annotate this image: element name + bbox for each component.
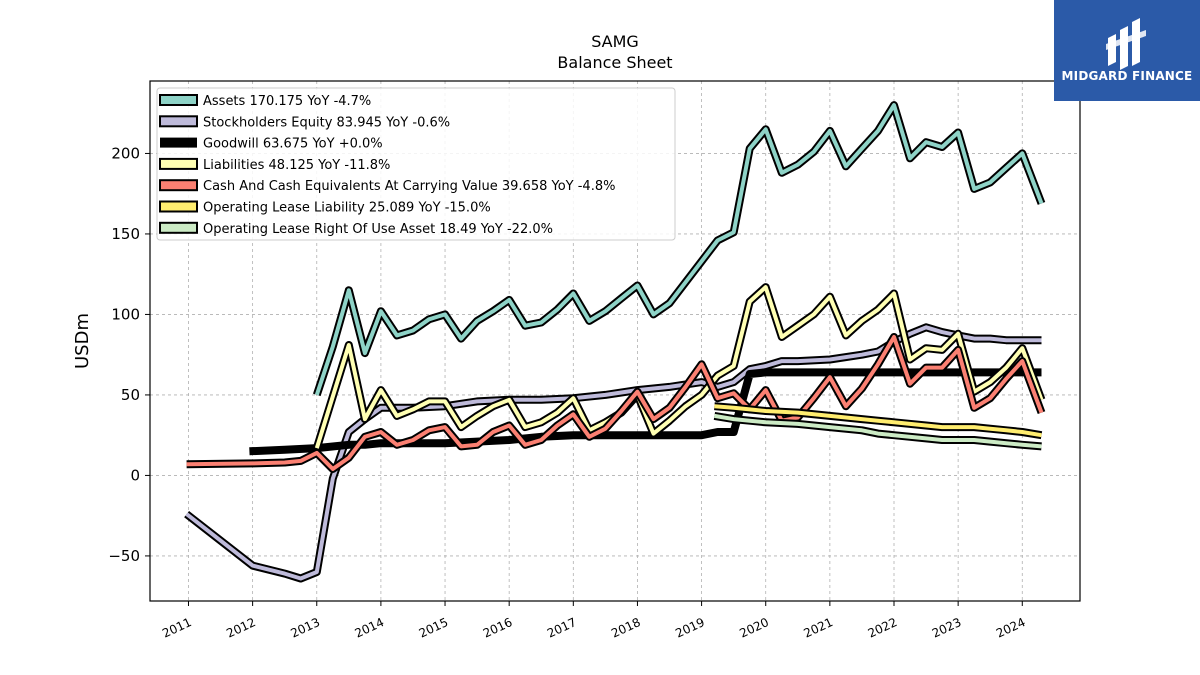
x-tick-label: 2011 [160,615,194,641]
legend-item: Goodwill 63.675 YoY +0.0% [160,137,383,152]
x-tick-label: 2021 [802,615,836,641]
x-tick-label: 2020 [737,615,771,641]
legend-swatch [159,221,198,234]
chart-titles: SAMG Balance Sheet [557,32,672,72]
series-operating-lease-liability [714,402,1043,440]
legend-swatch [159,157,198,170]
legend-box [156,87,676,241]
x-tick-label: 2024 [994,615,1028,641]
legend-label: Stockholders Equity 83.945 YoY -0.6% [203,115,450,130]
legend-item: Stockholders Equity 83.945 YoY -0.6% [159,115,450,130]
series-line [314,285,1044,449]
chart-title: SAMG [591,32,639,51]
legend-item: Assets 170.175 YoY -4.7% [159,94,371,109]
x-tick-label: 2012 [224,615,258,641]
legend-swatch [159,115,198,128]
midgard-logo-icon [1106,18,1146,70]
x-tick-label: 2017 [545,615,579,641]
series-line [714,413,1042,449]
y-tick-label: 0 [130,466,140,484]
series-liabilities [312,283,1046,450]
legend-item: Liabilities 48.125 YoY -11.8% [159,157,390,173]
y-tick-label: −50 [108,547,140,565]
y-tick-label: 200 [111,144,140,162]
plot-frame [149,80,1081,602]
x-tick-label: 2018 [609,615,643,641]
brand-logo: MIDGARD FINANCE [1054,0,1200,101]
legend-item: Operating Lease Liability 25.089 YoY -15… [159,200,491,216]
legend-label: Liabilities 48.125 YoY -11.8% [203,158,390,173]
series-line [314,103,1044,396]
chart-subtitle: Balance Sheet [557,53,672,72]
x-tick-label: 2015 [417,615,451,641]
legend-item: Cash And Cash Equivalents At Carrying Va… [159,179,615,194]
legend-label: Goodwill 63.675 YoY +0.0% [203,137,383,152]
legend: Assets 170.175 YoY -4.7% Stockholders Equ… [156,87,676,241]
series-lines [184,101,1046,583]
legend-swatch [159,200,198,213]
y-axis-label: USDm [72,313,93,369]
y-tick-label: 50 [121,386,140,404]
legend-label: Operating Lease Right Of Use Asset 18.49… [203,222,553,237]
x-tick-label: 2022 [866,615,900,641]
legend-swatch [160,137,197,148]
legend-label: Operating Lease Liability 25.089 YoY -15… [203,201,491,216]
series-line [186,335,1044,471]
legend-swatch [159,179,198,192]
series-line [714,404,1042,438]
brand-name: MIDGARD FINANCE [1062,69,1193,83]
x-tick-label: 2014 [353,615,387,641]
x-tick-label: 2023 [930,615,964,641]
x-tick-label: 2019 [673,615,707,641]
series-cash-and-cash-equivalents-at-carrying-value [186,333,1046,473]
y-tick-label: 150 [111,225,140,243]
y-tick-label: 100 [111,305,140,323]
series-assets [313,101,1046,397]
legend-item: Operating Lease Right Of Use Asset 18.49… [159,221,553,237]
legend-label: Assets 170.175 YoY -4.7% [203,94,371,109]
series-operating-lease-right-of-use-asset [713,411,1042,451]
x-tick-label: 2013 [288,615,322,641]
legend-label: Cash And Cash Equivalents At Carrying Va… [203,179,615,194]
legend-swatch [159,94,198,106]
x-tick-label: 2016 [481,615,515,641]
